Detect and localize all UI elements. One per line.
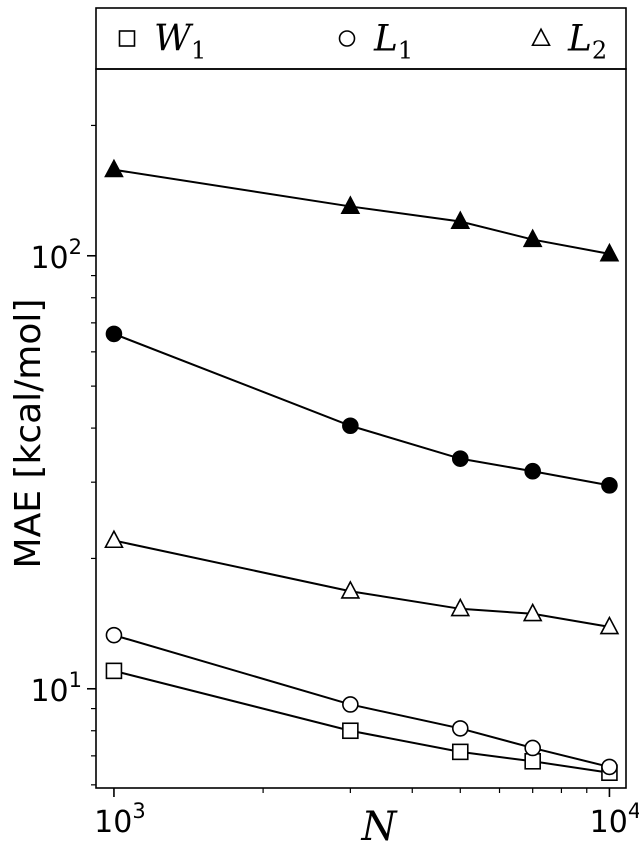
series-3-point [342,417,359,435]
series-2-point [340,580,361,599]
legend-marker-2 [531,27,551,47]
legend-label-2: L2 [567,19,607,65]
series-2-point [599,615,620,635]
series-4-point [450,210,471,230]
series-2 [104,529,620,635]
y-axis-label: MAE [kcal/mol] [8,299,49,569]
series-0-point [105,662,123,680]
series-4-point [104,158,124,178]
series-3-point [451,450,469,467]
y-tick-label-1: 102 [30,235,82,276]
series-4-point [522,228,543,248]
legend-entry-2: L2 [531,19,607,65]
x-tick-label-1: 104 [590,799,639,840]
series-0 [105,662,618,782]
series-4-point [340,195,361,214]
series-1-point [451,720,469,737]
x-tick-label-0: 103 [94,799,146,840]
series-4-point [599,242,620,262]
y-tick-label-0: 101 [30,668,82,709]
series-3 [105,325,618,494]
legend-label-0: W1 [154,19,206,65]
series-1-point [105,626,123,644]
series-1 [105,626,618,776]
series-4 [104,158,620,262]
series-3-point [601,477,618,494]
legend-marker-0 [118,30,136,47]
series-1-point [601,758,618,776]
series-2-point [522,602,543,622]
series-2-point [450,597,471,617]
legend-label-1: L1 [373,19,413,65]
series-3-point [524,462,541,480]
series-1-point [342,696,359,713]
legend-marker-1 [338,30,356,47]
series-2-point [104,529,124,549]
series-1-point [524,739,541,757]
series-0-point [451,743,469,761]
legend-entry-1: L1 [338,19,413,65]
legend-entry-0: W1 [118,19,206,65]
series-0-point [342,722,359,740]
series-3-point [105,325,123,343]
x-axis-label: N [361,804,399,846]
legend-box [95,7,627,70]
